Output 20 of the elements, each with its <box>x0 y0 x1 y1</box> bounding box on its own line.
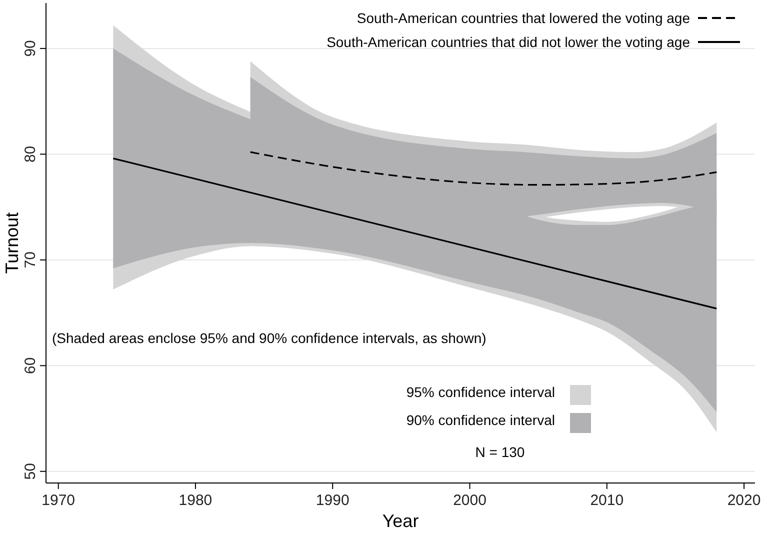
y-tick-label: 50 <box>22 463 39 480</box>
y-tick-label: 80 <box>22 146 39 163</box>
y-axis-title: Turnout <box>2 212 22 274</box>
x-tick-label: 2020 <box>727 492 761 509</box>
x-tick-label: 1970 <box>42 492 76 509</box>
y-tick-label: 90 <box>22 40 39 57</box>
legend-label: 90% confidence interval <box>406 412 555 428</box>
x-tick-label: 1990 <box>316 492 350 509</box>
x-tick-label: 2000 <box>453 492 486 509</box>
legend-label: South-American countries that did not lower the voting age <box>326 34 690 50</box>
x-tick-label: 2010 <box>590 492 624 509</box>
annotation: N = 130 <box>475 444 525 460</box>
line-series <box>250 151 718 186</box>
annotation: (Shaded areas enclose 95% and 90% confidence intervals, as shown) <box>52 330 486 346</box>
legend-label: 95% confidence interval <box>406 384 555 400</box>
y-tick-label: 60 <box>22 357 39 374</box>
x-axis-title: Year <box>382 511 419 531</box>
x-tick-label: 1980 <box>178 492 212 509</box>
legend-label: South-American countries that lowered the voting age <box>356 10 690 26</box>
y-tick-label: 70 <box>22 252 39 268</box>
